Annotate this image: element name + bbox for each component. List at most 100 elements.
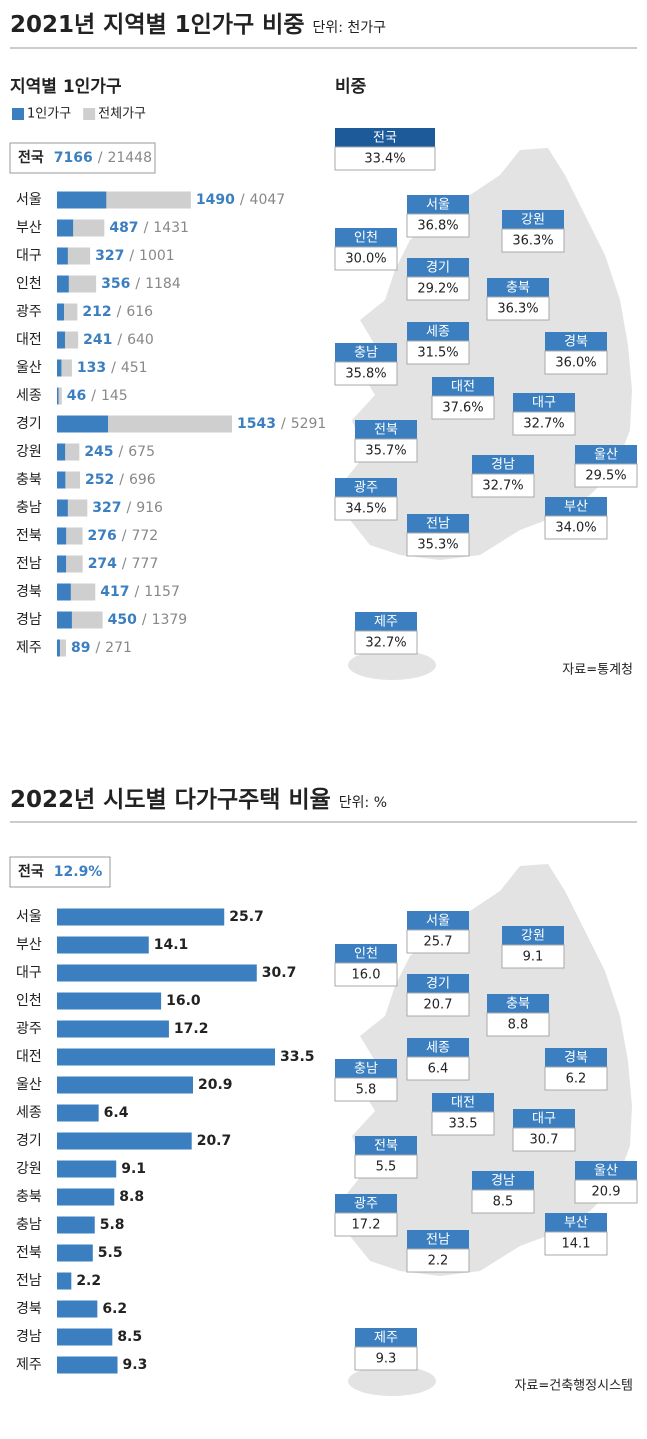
map-value-label: 34.5% [345, 502, 386, 517]
bar [57, 1104, 99, 1122]
value-label: 252 / 696 [85, 472, 156, 488]
map-region-label: 부산 [564, 1216, 588, 1231]
map-region-label: 울산 [594, 1164, 618, 1179]
map-box-header [335, 128, 435, 147]
legend-label: 전체가구 [98, 107, 146, 122]
value-label: 25.7 [229, 909, 264, 925]
value-label: 327 [92, 500, 121, 516]
value-label: 1379 [152, 612, 188, 628]
separator: / [135, 584, 140, 600]
value-label: 33.5 [280, 1049, 315, 1065]
total-text: 전국 12.9% [18, 863, 102, 880]
section-title: 지역별 1인가구 [10, 77, 122, 97]
value-label: 772 [131, 528, 158, 544]
total-value: 21448 [107, 150, 152, 166]
value-label: 1490 [196, 192, 235, 208]
value-label: 212 [82, 304, 111, 320]
value-label: 276 /772 [88, 528, 159, 544]
map-region-label: 경기 [426, 977, 450, 992]
category-label: 광주 [16, 1021, 42, 1037]
map-box-header [335, 228, 397, 247]
map-box-body [544, 1231, 608, 1256]
value-label: 327 /916 [92, 500, 163, 516]
map-box-header [335, 1059, 397, 1078]
map-box-body [501, 228, 565, 253]
category-label: 경북 [16, 1301, 42, 1317]
map-region-label: 대전 [451, 1096, 475, 1111]
map-value-label: 36.0% [555, 356, 596, 371]
map-region-label: 강원 [521, 213, 545, 228]
map-value-label: 14.1 [562, 1237, 591, 1252]
bar [57, 415, 109, 433]
map-box-body [354, 1154, 418, 1179]
value-label: 675 [128, 444, 155, 460]
separator: / [117, 304, 122, 320]
map-box-header [545, 1213, 607, 1232]
category-label: 경북 [16, 584, 42, 600]
bar [57, 555, 67, 573]
bar [57, 443, 66, 461]
separator: / [95, 640, 100, 656]
map-value-label: 25.7 [424, 935, 453, 950]
section-title: 비중 [335, 77, 367, 97]
value-label: 17.2 [174, 1021, 209, 1037]
jeju-map [348, 1366, 436, 1396]
category-label: 충남 [16, 500, 42, 516]
map-value-label: 2.2 [428, 1254, 449, 1269]
map-region-label: 대구 [532, 396, 556, 411]
map-value-label: 17.2 [352, 1218, 381, 1233]
value-label: 212 /616 [82, 304, 153, 320]
separator: / [281, 416, 286, 432]
value-label: 241 [83, 332, 112, 348]
category-label: 세종 [16, 388, 42, 404]
value-label: 9.3 [123, 1357, 148, 1373]
map-box-header [575, 445, 637, 464]
value-label: 241 / 640 [83, 332, 154, 348]
map-box-body [544, 350, 608, 375]
map-box-header [545, 497, 607, 516]
map-region-label: 전북 [374, 423, 398, 438]
category-label: 충북 [16, 472, 42, 488]
category-label: 서울 [16, 909, 42, 925]
map-value-label: 9.3 [376, 1352, 397, 1367]
map-box-header [513, 1109, 575, 1128]
map-box-header [513, 393, 575, 412]
map-value-label: 36.8% [417, 219, 458, 234]
total-box [9, 856, 111, 888]
map-box-body [544, 1066, 608, 1091]
separator: / [119, 444, 124, 460]
map-box-header [407, 514, 469, 533]
map-box-body [406, 1248, 470, 1273]
value-label: 450 [108, 612, 137, 628]
separator: / [111, 360, 116, 376]
map-box-header [407, 1230, 469, 1249]
map-box-body [334, 962, 398, 987]
value-label: 1431 [153, 220, 189, 236]
map-box-header [407, 911, 469, 930]
category-label: 부산 [16, 937, 42, 953]
map-region-label: 충북 [506, 281, 530, 296]
category-label: 전북 [16, 528, 42, 544]
separator: / [144, 220, 149, 236]
bar [57, 908, 225, 926]
value-label: 916 [136, 500, 163, 516]
value-label: 451 [121, 360, 148, 376]
value-label: 1543 / 5291 [237, 416, 326, 432]
map-value-label: 31.5% [417, 346, 458, 361]
map-box-header [545, 1048, 607, 1067]
map-box-body [354, 1346, 418, 1371]
map-value-label: 30.7 [530, 1133, 559, 1148]
map-region-label: 충북 [506, 997, 530, 1012]
category-label: 경기 [16, 1133, 42, 1149]
value-label: 30.7 [262, 965, 297, 981]
bar [57, 639, 66, 657]
map-box-header [407, 1038, 469, 1057]
bar [57, 964, 257, 982]
map-value-label: 33.4% [364, 152, 405, 167]
map-value-label: 32.7% [482, 479, 523, 494]
value-label: 9.1 [121, 1161, 146, 1177]
map-box-header [545, 332, 607, 351]
map-box-body [486, 296, 550, 321]
map-box-body [334, 1212, 398, 1237]
category-label: 경기 [16, 416, 42, 432]
